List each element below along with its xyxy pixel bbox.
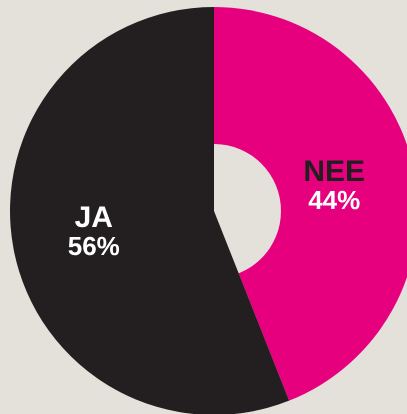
slice-value-label: 56% [68,231,120,261]
slice-value-label: 44% [308,185,360,215]
slice-category: NEE [303,155,365,188]
slice [214,7,407,401]
slice-category: JA [75,201,113,234]
slice [10,7,290,414]
